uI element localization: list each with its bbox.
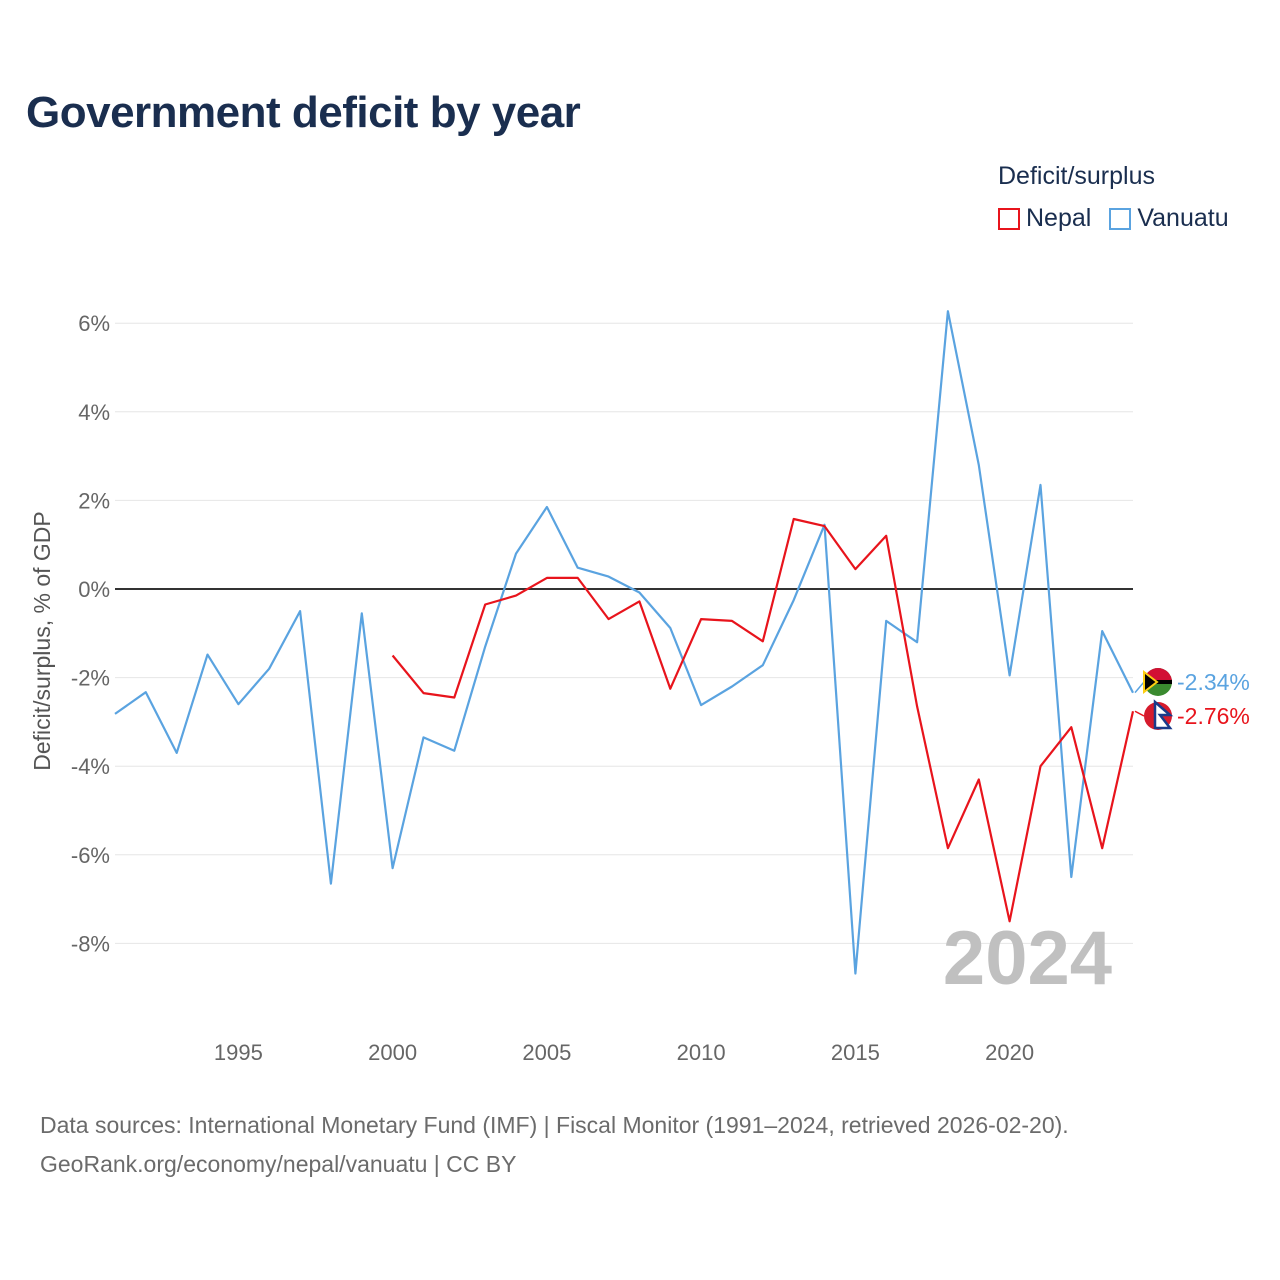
legend-item-vanuatu[interactable]: Vanuatu xyxy=(1109,204,1229,233)
y-tick-label: 0% xyxy=(78,577,110,602)
x-axis-ticks: 1995 2000 2005 2010 2015 2020 xyxy=(214,1040,1034,1065)
legend-title: Deficit/surplus xyxy=(998,162,1155,190)
y-tick-label: -2% xyxy=(71,666,110,691)
x-tick-label: 2005 xyxy=(522,1040,571,1065)
end-connector xyxy=(1134,710,1145,717)
legend-item-nepal[interactable]: Nepal xyxy=(998,204,1091,233)
y-tick-label: -4% xyxy=(71,754,110,779)
series-line-vanuatu xyxy=(114,310,1134,975)
chart-title: Government deficit by year xyxy=(26,88,581,137)
legend-label-nepal: Nepal xyxy=(1026,204,1092,232)
y-tick-label: 2% xyxy=(78,488,110,513)
gridlines xyxy=(115,322,1133,944)
x-tick-label: 2000 xyxy=(368,1040,417,1065)
y-tick-label: 6% xyxy=(78,311,110,336)
x-tick-label: 2015 xyxy=(831,1040,880,1065)
y-axis-label: Deficit/surplus, % of GDP xyxy=(29,511,55,770)
flag-sun xyxy=(1157,719,1163,725)
legend: Nepal Vanuatu xyxy=(998,204,1229,233)
x-tick-label: 2010 xyxy=(677,1040,726,1065)
end-labels: -2.76% -2.34% xyxy=(1134,668,1250,730)
y-tick-label: -8% xyxy=(71,931,110,956)
legend-swatch-nepal xyxy=(998,207,1020,230)
source-line: Data sources: International Monetary Fun… xyxy=(40,1112,1069,1138)
footer: Data sources: International Monetary Fun… xyxy=(40,1106,1069,1184)
year-watermark: 2024 xyxy=(943,916,1112,1001)
y-axis-ticks: 6% 4% 2% 0% -2% -4% -6% -8% xyxy=(71,311,110,956)
x-tick-label: 1995 xyxy=(214,1040,263,1065)
legend-swatch-vanuatu xyxy=(1109,207,1132,230)
x-tick-label: 2020 xyxy=(985,1040,1034,1065)
flag-triangle xyxy=(1143,669,1159,695)
vanuatu-flag-icon xyxy=(1143,668,1172,696)
series-lines xyxy=(114,310,1135,975)
nepal-flag-icon xyxy=(1144,699,1174,730)
end-value-label-nepal: -2.76% xyxy=(1177,703,1250,729)
series-line-nepal xyxy=(391,517,1135,923)
legend-label-vanuatu: Vanuatu xyxy=(1137,204,1229,232)
y-tick-label: -6% xyxy=(71,843,110,868)
end-value-label-vanuatu: -2.34% xyxy=(1177,669,1250,695)
attribution-line: GeoRank.org/economy/nepal/vanuatu | CC B… xyxy=(40,1151,517,1177)
end-connector xyxy=(1134,681,1145,694)
y-tick-label: 4% xyxy=(78,400,110,425)
